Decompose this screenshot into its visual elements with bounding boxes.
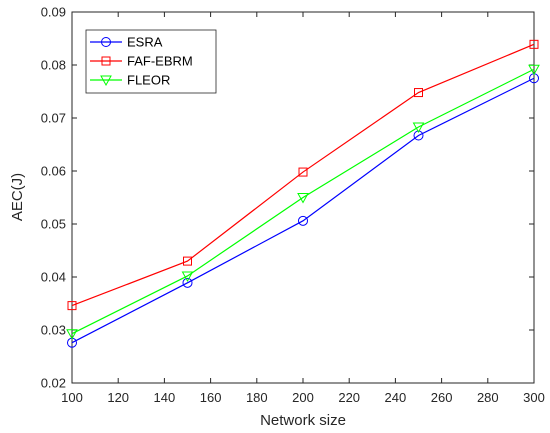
y-tick-label: 0.08 (41, 58, 66, 73)
data-point (297, 193, 309, 204)
series-line (71, 68, 535, 335)
y-tick-label: 0.03 (41, 323, 66, 338)
series-faf-ebrm (67, 39, 539, 311)
x-tick-label: 180 (246, 390, 268, 405)
legend-marker (100, 75, 112, 87)
series-layer (66, 39, 540, 348)
x-axis-label: Network size (260, 412, 346, 429)
series-line (71, 43, 535, 307)
data-point (181, 271, 194, 282)
legend-label: ESRA (127, 35, 163, 50)
y-tick-label: 0.09 (41, 5, 66, 20)
series-line (71, 77, 535, 344)
legend-marker (101, 37, 111, 47)
legend: ESRA FAF-EBRM FLEOR (85, 29, 217, 94)
y-axis-label: AEC(J) (9, 173, 26, 221)
data-point (67, 301, 77, 311)
legend-item: ESRA (90, 35, 163, 50)
x-tick-label: 140 (154, 390, 176, 405)
data-point (529, 39, 539, 49)
legend-label: FAF-EBRM (127, 54, 193, 69)
y-tick-label: 0.02 (41, 376, 66, 391)
x-tick-label: 120 (107, 390, 129, 405)
x-tick-label: 280 (477, 390, 499, 405)
legend-item: FLEOR (90, 73, 170, 88)
series-fleor (66, 64, 540, 340)
legend-marker (101, 56, 111, 66)
y-axis: 0.02 0.03 0.04 0.05 0.06 0.07 0.08 0.09 (41, 5, 534, 391)
x-tick-label: 100 (61, 390, 83, 405)
x-tick-label: 260 (431, 390, 453, 405)
x-tick-label: 220 (338, 390, 360, 405)
data-point (414, 88, 423, 98)
y-tick-label: 0.04 (41, 270, 66, 285)
y-tick-label: 0.06 (41, 164, 66, 179)
data-point (182, 277, 193, 288)
data-point (298, 167, 308, 177)
x-tick-label: 160 (200, 390, 222, 405)
x-tick-label: 240 (385, 390, 407, 405)
data-point (298, 215, 308, 226)
data-point (412, 122, 425, 134)
data-point (66, 329, 78, 340)
x-axis: 100 120 140 160 180 200 220 240 260 280 300 (61, 12, 545, 405)
y-tick-label: 0.07 (41, 111, 66, 126)
legend-item: FAF-EBRM (90, 54, 193, 69)
x-tick-label: 300 (523, 390, 545, 405)
y-tick-label: 0.05 (41, 217, 66, 232)
data-point (528, 64, 540, 76)
x-tick-label: 200 (292, 390, 314, 405)
data-point (183, 256, 192, 266)
legend-label: FLEOR (127, 73, 170, 88)
